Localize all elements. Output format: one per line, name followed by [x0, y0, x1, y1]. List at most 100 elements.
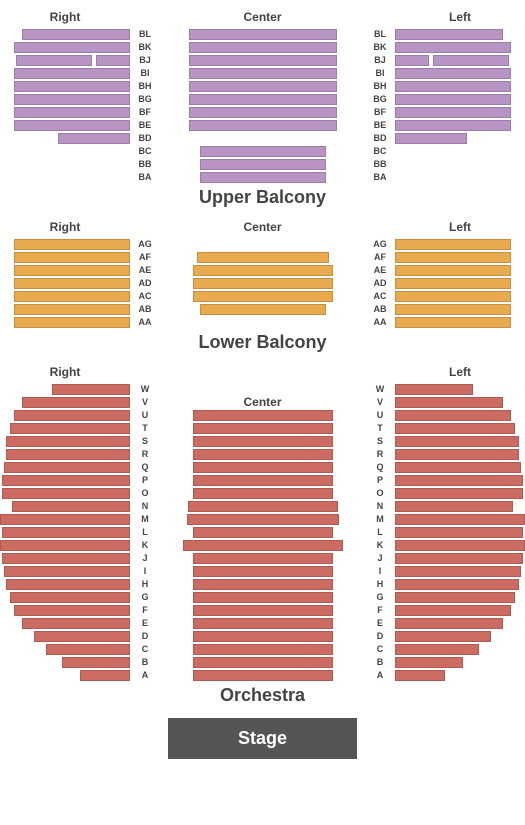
seat-row-bar[interactable] [395, 501, 513, 512]
seat-row-bar[interactable] [193, 462, 333, 473]
seat-row-bar[interactable] [193, 553, 333, 564]
seat-row-bar[interactable] [200, 304, 326, 315]
seat-row-bar[interactable] [395, 579, 519, 590]
seat-row-bar[interactable] [14, 252, 130, 263]
seat-row-bar[interactable] [193, 631, 333, 642]
seat-row-bar[interactable] [395, 384, 473, 395]
seat-row-bar[interactable] [187, 514, 339, 525]
seat-row-bar[interactable] [395, 68, 511, 79]
seat-row-bar[interactable] [2, 553, 130, 564]
seat-row-bar[interactable] [46, 644, 130, 655]
seat-row-bar[interactable] [395, 265, 511, 276]
seat-row-bar[interactable] [197, 252, 329, 263]
seat-row-bar[interactable] [10, 423, 130, 434]
seat-row-bar[interactable] [395, 436, 519, 447]
seat-row-bar[interactable] [193, 278, 333, 289]
seat-row-bar[interactable] [189, 94, 337, 105]
seat-row-bar[interactable] [188, 501, 338, 512]
seat-row-bar[interactable] [395, 527, 523, 538]
seat-row-bar[interactable] [62, 657, 130, 668]
seat-row-bar[interactable] [189, 29, 337, 40]
seat-row-bar[interactable] [14, 278, 130, 289]
seat-row-bar[interactable] [395, 239, 511, 250]
seat-row-bar[interactable] [433, 55, 509, 66]
seat-row-bar[interactable] [193, 605, 333, 616]
seat-row-bar[interactable] [189, 81, 337, 92]
seat-row-bar[interactable] [395, 449, 519, 460]
seat-row-bar[interactable] [395, 670, 445, 681]
seat-row-bar[interactable] [395, 475, 523, 486]
seat-row-bar[interactable] [395, 55, 429, 66]
seat-row-bar[interactable] [22, 29, 130, 40]
seat-row-bar[interactable] [395, 120, 511, 131]
seat-row-bar[interactable] [14, 81, 130, 92]
seat-row-bar[interactable] [395, 514, 525, 525]
seat-row-bar[interactable] [4, 566, 130, 577]
seat-row-bar[interactable] [395, 592, 515, 603]
seat-row-bar[interactable] [395, 644, 479, 655]
seat-row-bar[interactable] [193, 488, 333, 499]
seat-row-bar[interactable] [14, 42, 130, 53]
seat-row-bar[interactable] [14, 410, 130, 421]
seat-row-bar[interactable] [193, 657, 333, 668]
seat-row-bar[interactable] [80, 670, 130, 681]
seat-row-bar[interactable] [193, 423, 333, 434]
seat-row-bar[interactable] [395, 540, 525, 551]
seat-row-bar[interactable] [395, 94, 511, 105]
seat-row-bar[interactable] [22, 618, 130, 629]
seat-row-bar[interactable] [395, 618, 503, 629]
seat-row-bar[interactable] [14, 239, 130, 250]
seat-row-bar[interactable] [14, 291, 130, 302]
seat-row-bar[interactable] [16, 55, 92, 66]
seat-row-bar[interactable] [14, 265, 130, 276]
seat-row-bar[interactable] [395, 291, 511, 302]
seat-row-bar[interactable] [200, 146, 326, 157]
seat-row-bar[interactable] [193, 618, 333, 629]
seat-row-bar[interactable] [193, 592, 333, 603]
seat-row-bar[interactable] [395, 304, 511, 315]
seat-row-bar[interactable] [2, 475, 130, 486]
seat-row-bar[interactable] [395, 81, 511, 92]
seat-row-bar[interactable] [200, 159, 326, 170]
seat-row-bar[interactable] [395, 42, 511, 53]
seat-row-bar[interactable] [193, 265, 333, 276]
seat-row-bar[interactable] [395, 397, 503, 408]
seat-row-bar[interactable] [189, 120, 337, 131]
seat-row-bar[interactable] [395, 488, 523, 499]
seat-row-bar[interactable] [14, 605, 130, 616]
seat-row-bar[interactable] [395, 317, 511, 328]
seat-row-bar[interactable] [193, 291, 333, 302]
seat-row-bar[interactable] [2, 527, 130, 538]
seat-row-bar[interactable] [14, 317, 130, 328]
seat-row-bar[interactable] [395, 410, 511, 421]
seat-row-bar[interactable] [10, 592, 130, 603]
seat-row-bar[interactable] [14, 107, 130, 118]
seat-row-bar[interactable] [193, 527, 333, 538]
seat-row-bar[interactable] [395, 462, 521, 473]
seat-row-bar[interactable] [6, 436, 130, 447]
seat-row-bar[interactable] [189, 68, 337, 79]
seat-row-bar[interactable] [395, 631, 491, 642]
seat-row-bar[interactable] [6, 449, 130, 460]
seat-row-bar[interactable] [6, 579, 130, 590]
seat-row-bar[interactable] [0, 514, 130, 525]
seat-row-bar[interactable] [193, 449, 333, 460]
seat-row-bar[interactable] [395, 566, 521, 577]
seat-row-bar[interactable] [193, 475, 333, 486]
seat-row-bar[interactable] [193, 436, 333, 447]
seat-row-bar[interactable] [14, 304, 130, 315]
seat-row-bar[interactable] [193, 644, 333, 655]
seat-row-bar[interactable] [193, 579, 333, 590]
seat-row-bar[interactable] [395, 133, 467, 144]
seat-row-bar[interactable] [395, 605, 511, 616]
seat-row-bar[interactable] [0, 540, 130, 551]
seat-row-bar[interactable] [189, 107, 337, 118]
seat-row-bar[interactable] [395, 107, 511, 118]
seat-row-bar[interactable] [2, 488, 130, 499]
seat-row-bar[interactable] [193, 410, 333, 421]
seat-row-bar[interactable] [395, 29, 503, 40]
seat-row-bar[interactable] [395, 423, 515, 434]
seat-row-bar[interactable] [14, 120, 130, 131]
seat-row-bar[interactable] [58, 133, 130, 144]
seat-row-bar[interactable] [193, 566, 333, 577]
